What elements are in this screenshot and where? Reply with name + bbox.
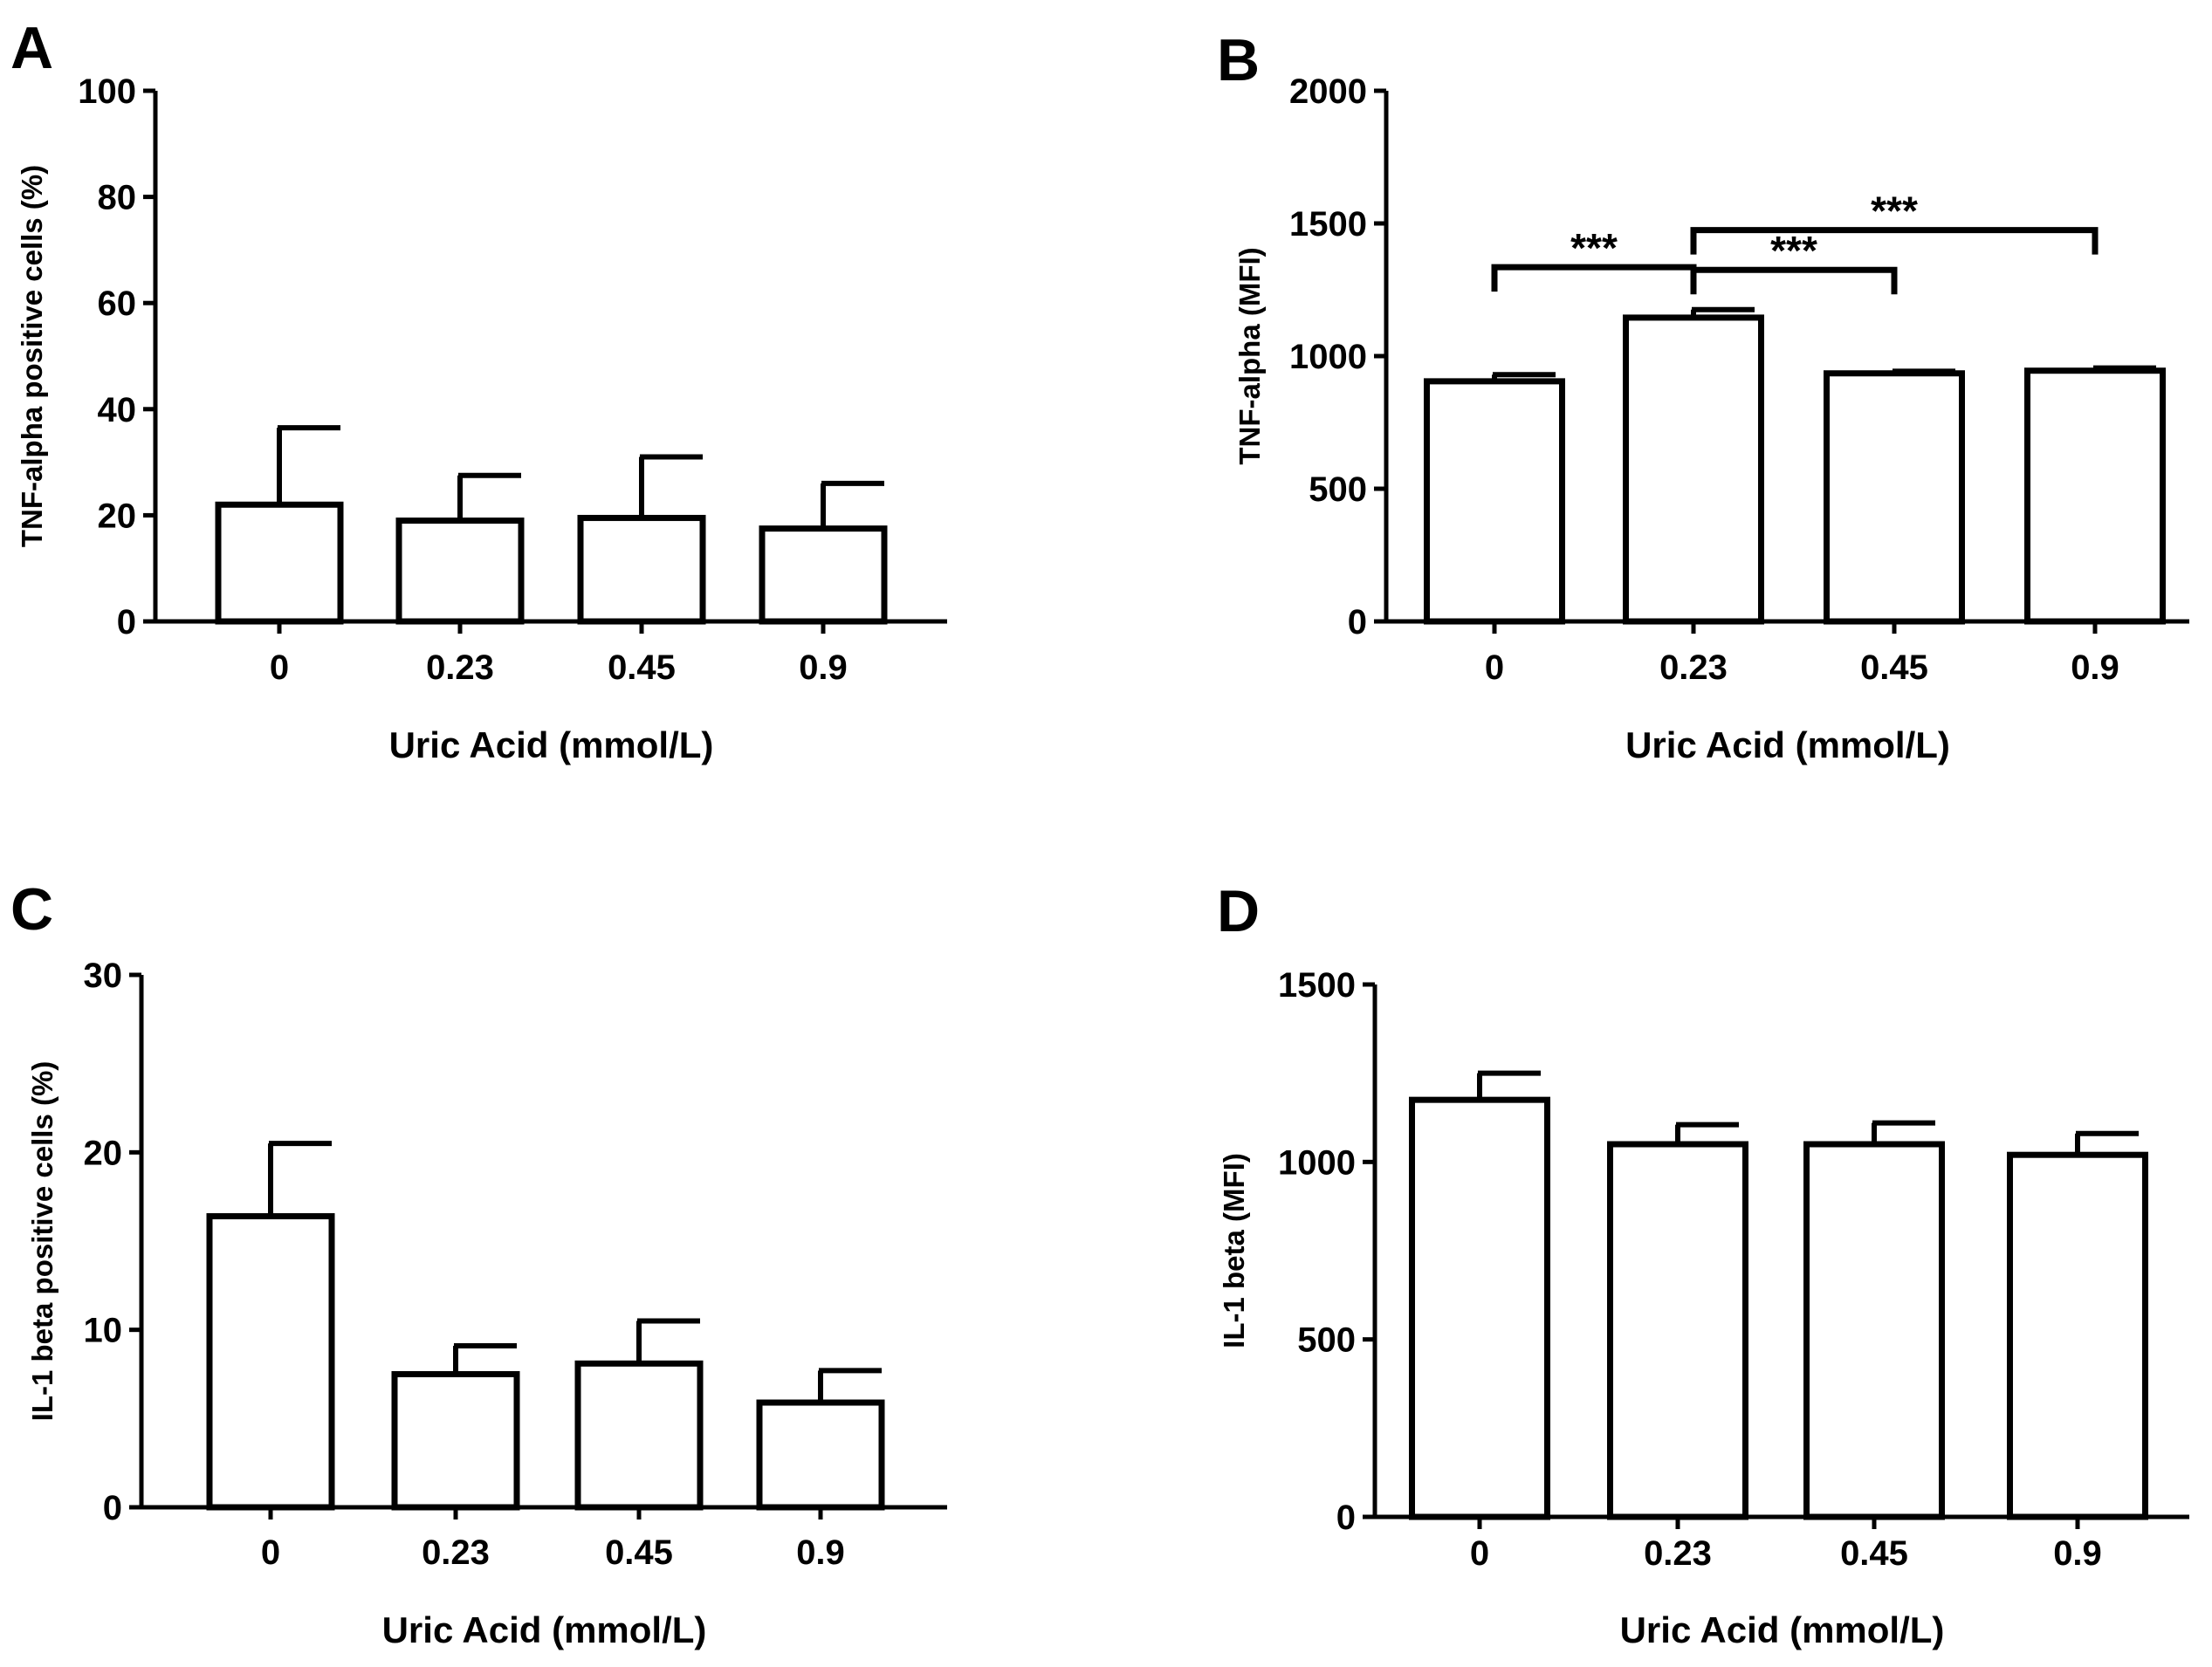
y-axis-title: IL-1 beta (MFI) (1218, 1153, 1250, 1348)
panel-letter: A (10, 15, 53, 81)
x-tick-label: 0 (261, 1533, 280, 1572)
x-tick-label: 0.9 (799, 648, 848, 687)
significance-label: *** (1770, 228, 1817, 273)
significance-bracket (1690, 266, 1898, 295)
y-tick-label: 1000 (1289, 338, 1367, 376)
bar (1409, 1096, 1550, 1520)
y-tick-label: 0 (103, 1489, 122, 1527)
bar (1424, 378, 1565, 625)
x-tick-label: 0.45 (605, 1533, 673, 1572)
x-tick-label: 0 (1470, 1534, 1489, 1573)
y-tick-label: 2000 (1289, 72, 1367, 111)
x-tick-label: 0.9 (2053, 1534, 2102, 1573)
x-tick-label: 0.45 (1840, 1534, 1908, 1573)
bar (1803, 1141, 1945, 1520)
panel-a: A 0 20 40 60 80 100 0 0.23 0.45 0.9 Uric Acid (mmol… (10, 15, 947, 765)
bar (2007, 1151, 2148, 1520)
bar (215, 501, 344, 625)
significance-bracket (1491, 264, 1697, 292)
y-tick-label: 10 (84, 1312, 123, 1350)
panel-letter: C (10, 876, 53, 943)
x-axis-title: Uric Acid (mmol/L) (1625, 724, 1950, 765)
y-tick-label: 1500 (1278, 966, 1356, 1005)
x-tick-label: 0 (270, 648, 289, 687)
x-axis-title: Uric Acid (mmol/L) (389, 724, 714, 765)
x-tick-label: 0.23 (1659, 648, 1728, 687)
significance-bracket (1690, 227, 2099, 255)
y-tick-label: 80 (98, 179, 137, 217)
y-tick-label: 20 (84, 1134, 123, 1172)
x-tick-label: 0.45 (608, 648, 676, 687)
y-tick-label: 0 (117, 603, 136, 641)
bar (574, 1360, 704, 1511)
panel-d: D 0 500 1000 1500 0 0.23 0.45 0.9 Uric Acid (mmol… (1217, 878, 2189, 1650)
bar (2024, 367, 2166, 625)
y-axis-title: IL-1 beta positive cells (%) (26, 1061, 58, 1422)
bar (759, 525, 888, 625)
bar (391, 1371, 520, 1511)
panel-letter: B (1217, 27, 1260, 93)
y-tick-label: 100 (78, 72, 136, 111)
panel-b: B 0 500 1000 1500 2000 0 0.23 0.45 0.9 *** *** *** Ur… (1217, 27, 2189, 765)
bar (577, 514, 706, 625)
x-tick-label: 0.23 (426, 648, 494, 687)
bar (1623, 314, 1764, 625)
y-axis-title: TNF-alpha (MFI) (1233, 247, 1266, 464)
significance-label: *** (1570, 225, 1618, 271)
y-tick-label: 500 (1297, 1321, 1356, 1360)
x-tick-label: 0.9 (2071, 648, 2119, 687)
significance-label: *** (1871, 189, 1918, 234)
x-axis-title: Uric Acid (mmol/L) (382, 1609, 707, 1650)
y-tick-label: 60 (98, 285, 137, 323)
y-tick-label: 30 (84, 957, 123, 995)
x-tick-label: 0.23 (1644, 1534, 1712, 1573)
x-tick-label: 0.45 (1860, 648, 1928, 687)
x-axis-title: Uric Acid (mmol/L) (1620, 1609, 1945, 1650)
y-tick-label: 0 (1336, 1499, 1356, 1537)
bar (756, 1399, 885, 1511)
bar (1824, 370, 1965, 625)
panel-letter: D (1217, 878, 1260, 944)
y-tick-label: 500 (1309, 470, 1367, 509)
y-tick-label: 1500 (1289, 205, 1367, 244)
y-tick-label: 1000 (1278, 1143, 1356, 1182)
bar (206, 1213, 335, 1511)
bar (1607, 1141, 1748, 1520)
y-tick-label: 20 (98, 497, 137, 535)
bar (395, 517, 525, 625)
y-tick-label: 40 (98, 391, 137, 429)
x-tick-label: 0.23 (422, 1533, 490, 1572)
panel-c: C 0 10 20 30 0 0.23 0.45 0.9 Uric Acid (mmol/L) IL… (10, 876, 947, 1650)
x-tick-label: 0 (1485, 648, 1504, 687)
y-axis-title: TNF-alpha positive cells (%) (16, 165, 48, 547)
y-tick-label: 0 (1348, 603, 1367, 641)
x-tick-label: 0.9 (796, 1533, 845, 1572)
